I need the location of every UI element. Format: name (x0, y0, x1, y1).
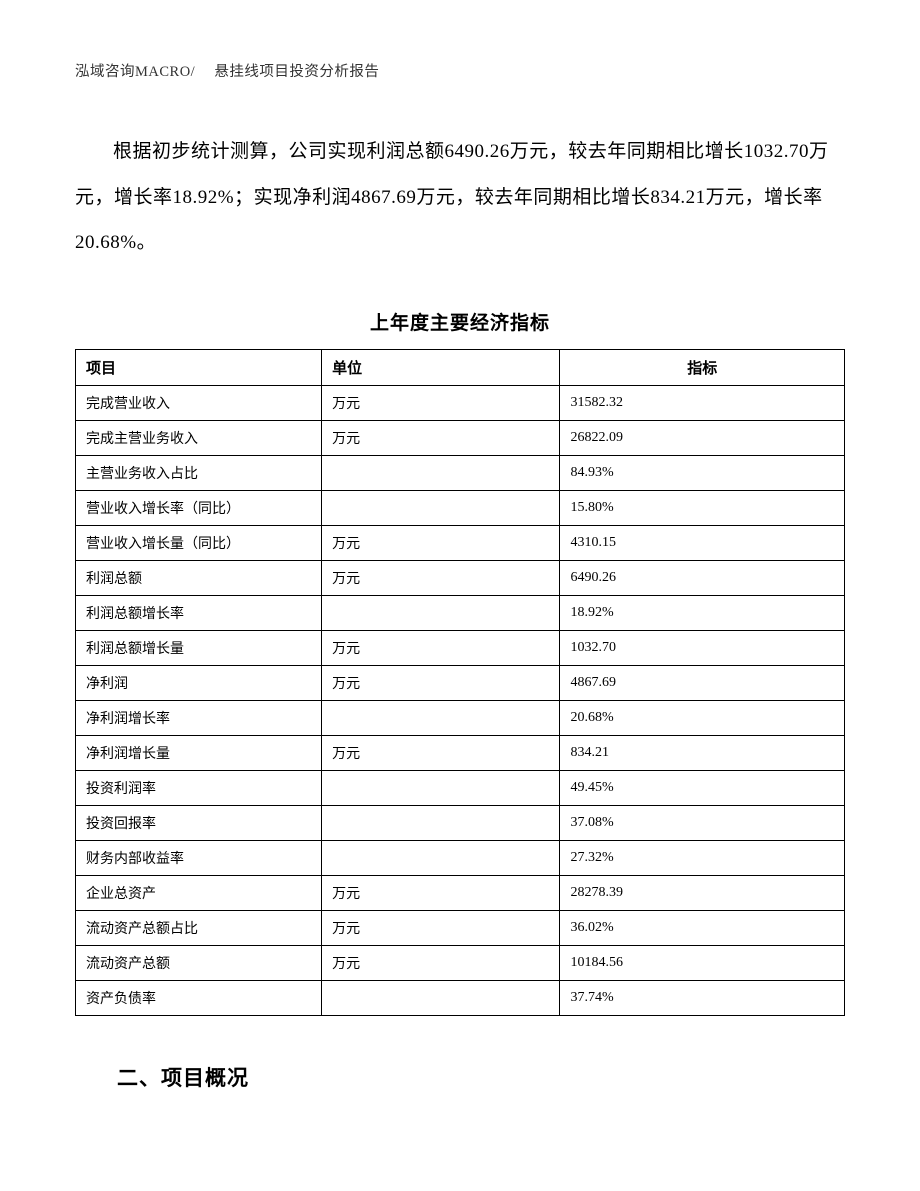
cell-unit (322, 490, 560, 525)
cell-unit (322, 805, 560, 840)
cell-unit: 万元 (322, 665, 560, 700)
cell-value: 6490.26 (560, 560, 845, 595)
table-row: 主营业务收入占比 84.93% (76, 455, 845, 490)
summary-paragraph: 根据初步统计测算，公司实现利润总额6490.26万元，较去年同期相比增长1032… (75, 129, 845, 266)
table-header-row: 项目 单位 指标 (76, 349, 845, 385)
cell-project: 流动资产总额占比 (76, 910, 322, 945)
cell-project: 利润总额 (76, 560, 322, 595)
table-row: 财务内部收益率 27.32% (76, 840, 845, 875)
table-row: 完成主营业务收入万元26822.09 (76, 420, 845, 455)
table-row: 净利润增长量万元834.21 (76, 735, 845, 770)
cell-unit (322, 595, 560, 630)
table-row: 营业收入增长率（同比） 15.80% (76, 490, 845, 525)
cell-unit (322, 840, 560, 875)
cell-project: 资产负债率 (76, 980, 322, 1015)
cell-project: 净利润 (76, 665, 322, 700)
cell-unit: 万元 (322, 735, 560, 770)
cell-project: 财务内部收益率 (76, 840, 322, 875)
cell-value: 26822.09 (560, 420, 845, 455)
cell-unit: 万元 (322, 385, 560, 420)
cell-unit (322, 700, 560, 735)
table-title: 上年度主要经济指标 (75, 308, 845, 335)
cell-value: 27.32% (560, 840, 845, 875)
cell-value: 37.08% (560, 805, 845, 840)
cell-project: 企业总资产 (76, 875, 322, 910)
cell-value: 834.21 (560, 735, 845, 770)
cell-project: 投资利润率 (76, 770, 322, 805)
cell-project: 营业收入增长率（同比） (76, 490, 322, 525)
table-row: 企业总资产万元28278.39 (76, 875, 845, 910)
cell-project: 完成主营业务收入 (76, 420, 322, 455)
cell-value: 37.74% (560, 980, 845, 1015)
cell-value: 36.02% (560, 910, 845, 945)
cell-value: 20.68% (560, 700, 845, 735)
cell-project: 主营业务收入占比 (76, 455, 322, 490)
table-body: 完成营业收入万元31582.32 完成主营业务收入万元26822.09 主营业务… (76, 385, 845, 1015)
table-row: 营业收入增长量（同比）万元4310.15 (76, 525, 845, 560)
table-row: 流动资产总额占比万元36.02% (76, 910, 845, 945)
cell-value: 10184.56 (560, 945, 845, 980)
table-row: 利润总额增长量万元1032.70 (76, 630, 845, 665)
table-row: 投资回报率 37.08% (76, 805, 845, 840)
cell-unit (322, 770, 560, 805)
column-header-unit: 单位 (322, 349, 560, 385)
cell-value: 84.93% (560, 455, 845, 490)
cell-unit: 万元 (322, 525, 560, 560)
section-heading: 二、项目概况 (75, 1062, 845, 1092)
cell-unit: 万元 (322, 910, 560, 945)
economic-indicators-table: 项目 单位 指标 完成营业收入万元31582.32 完成主营业务收入万元2682… (75, 349, 845, 1016)
cell-unit (322, 455, 560, 490)
cell-project: 利润总额增长率 (76, 595, 322, 630)
cell-project: 营业收入增长量（同比） (76, 525, 322, 560)
cell-value: 49.45% (560, 770, 845, 805)
cell-unit: 万元 (322, 560, 560, 595)
cell-project: 完成营业收入 (76, 385, 322, 420)
cell-unit: 万元 (322, 875, 560, 910)
table-row: 利润总额增长率 18.92% (76, 595, 845, 630)
cell-unit: 万元 (322, 420, 560, 455)
cell-value: 4867.69 (560, 665, 845, 700)
table-row: 流动资产总额万元10184.56 (76, 945, 845, 980)
cell-value: 1032.70 (560, 630, 845, 665)
cell-project: 流动资产总额 (76, 945, 322, 980)
cell-value: 31582.32 (560, 385, 845, 420)
cell-value: 4310.15 (560, 525, 845, 560)
cell-project: 净利润增长量 (76, 735, 322, 770)
table-row: 利润总额万元6490.26 (76, 560, 845, 595)
cell-unit: 万元 (322, 630, 560, 665)
table-row: 完成营业收入万元31582.32 (76, 385, 845, 420)
cell-value: 28278.39 (560, 875, 845, 910)
cell-value: 18.92% (560, 595, 845, 630)
table-row: 净利润万元4867.69 (76, 665, 845, 700)
cell-project: 投资回报率 (76, 805, 322, 840)
column-header-project: 项目 (76, 349, 322, 385)
page-header: 泓域咨询MACRO/ 悬挂线项目投资分析报告 (75, 60, 845, 81)
cell-unit: 万元 (322, 945, 560, 980)
cell-value: 15.80% (560, 490, 845, 525)
cell-project: 利润总额增长量 (76, 630, 322, 665)
cell-project: 净利润增长率 (76, 700, 322, 735)
table-row: 资产负债率 37.74% (76, 980, 845, 1015)
table-row: 净利润增长率 20.68% (76, 700, 845, 735)
table-row: 投资利润率 49.45% (76, 770, 845, 805)
column-header-value: 指标 (560, 349, 845, 385)
cell-unit (322, 980, 560, 1015)
